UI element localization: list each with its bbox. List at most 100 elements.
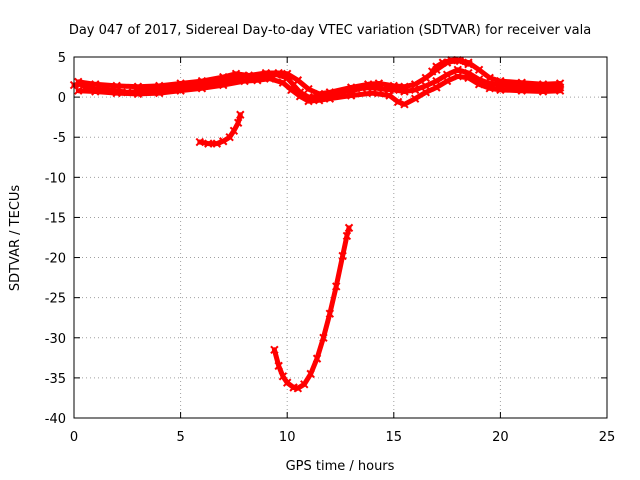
y-tick-label: -15 — [45, 211, 66, 226]
chart-title: Day 047 of 2017, Sidereal Day-to-day VTE… — [69, 23, 591, 38]
series-band-lower — [75, 73, 563, 107]
y-tick-label: -25 — [45, 292, 66, 307]
data-point — [319, 333, 328, 342]
data-point — [389, 81, 399, 91]
x-tick-label: 15 — [386, 430, 403, 445]
data-point — [485, 84, 494, 93]
data-point — [453, 72, 462, 81]
data-point — [538, 80, 548, 89]
data-point — [432, 62, 441, 71]
data-point — [176, 79, 185, 88]
data-point — [517, 78, 526, 87]
data-point — [346, 83, 356, 92]
y-axis-label: SDTVAR / TECUs — [8, 185, 23, 292]
data-point — [421, 81, 430, 91]
data-point — [314, 96, 324, 105]
data-point — [432, 83, 441, 92]
data-point — [464, 73, 473, 83]
data-point — [295, 92, 305, 101]
y-tick-label: 0 — [58, 91, 66, 106]
data-point — [197, 84, 207, 93]
data-point — [293, 384, 303, 393]
data-point — [421, 73, 430, 83]
data-point — [442, 76, 452, 86]
data-point — [304, 84, 313, 94]
y-tick-label: -40 — [45, 412, 66, 427]
data-point — [91, 87, 100, 96]
data-point — [212, 139, 222, 148]
x-tick-label: 5 — [176, 430, 184, 445]
series-band-upper — [75, 57, 563, 97]
y-tick-label: -20 — [45, 252, 66, 267]
data-point — [278, 78, 288, 87]
plot-frame — [73, 56, 608, 419]
data-point — [270, 345, 279, 355]
data-point — [325, 94, 335, 103]
data-point — [325, 309, 335, 318]
data-point — [282, 378, 292, 387]
data-point — [474, 80, 484, 89]
data-point — [453, 65, 462, 75]
data-point — [74, 86, 83, 95]
data-point — [233, 118, 243, 127]
y-tick-label: -10 — [45, 171, 66, 186]
y-tick-label: -5 — [53, 131, 66, 146]
x-tick-label: 25 — [599, 430, 616, 445]
data-point — [374, 79, 384, 88]
data-point — [225, 133, 234, 142]
data-point — [474, 65, 484, 75]
y-tick-label: -35 — [45, 372, 66, 387]
data-point — [236, 110, 245, 119]
data-point — [312, 354, 322, 363]
data-point — [410, 80, 420, 89]
data-point — [385, 91, 394, 100]
data-point — [274, 68, 283, 78]
data-point — [74, 77, 83, 87]
data-point — [155, 88, 164, 98]
data-point — [464, 60, 473, 69]
data-point — [197, 76, 207, 86]
data-point — [240, 76, 249, 86]
data-point — [300, 380, 309, 389]
data-point — [325, 88, 335, 97]
data-point — [496, 76, 505, 86]
data-point — [485, 73, 494, 83]
x-tick-label: 0 — [70, 430, 78, 445]
data-point — [219, 137, 228, 146]
data-point — [332, 282, 341, 291]
data-point — [253, 76, 262, 85]
data-point — [133, 82, 143, 91]
y-tick-label: -30 — [45, 332, 66, 347]
data-point — [393, 97, 403, 107]
data-point — [438, 58, 448, 67]
data-point — [538, 87, 548, 96]
x-tick-label: 20 — [492, 430, 509, 445]
data-point — [304, 96, 313, 106]
y-tick-label: 5 — [58, 51, 66, 66]
data-point — [219, 80, 228, 90]
data-point — [265, 74, 275, 83]
x-axis-label: GPS time / hours — [286, 459, 395, 474]
data-point — [555, 79, 565, 88]
data-point — [282, 69, 292, 79]
data-point — [91, 80, 100, 89]
x-tick-label: 10 — [279, 430, 296, 445]
data-point — [219, 72, 228, 82]
data-point — [496, 85, 505, 95]
data-point — [176, 86, 185, 95]
data-point — [306, 369, 315, 379]
data-point — [195, 137, 204, 147]
data-point — [112, 81, 121, 91]
data-point — [410, 94, 420, 103]
ticks: 0 5 10 15 20 25 5 0 -5 -10 -15 -20 -25 -30 -35 -40 — [45, 51, 616, 445]
grid — [74, 57, 607, 418]
data-point — [455, 56, 465, 66]
data-point — [400, 82, 409, 91]
data-point — [338, 251, 347, 261]
data-point — [133, 89, 143, 99]
data-point — [278, 372, 288, 381]
data-point — [155, 81, 164, 91]
data-point — [346, 91, 356, 100]
data-point — [555, 86, 565, 95]
